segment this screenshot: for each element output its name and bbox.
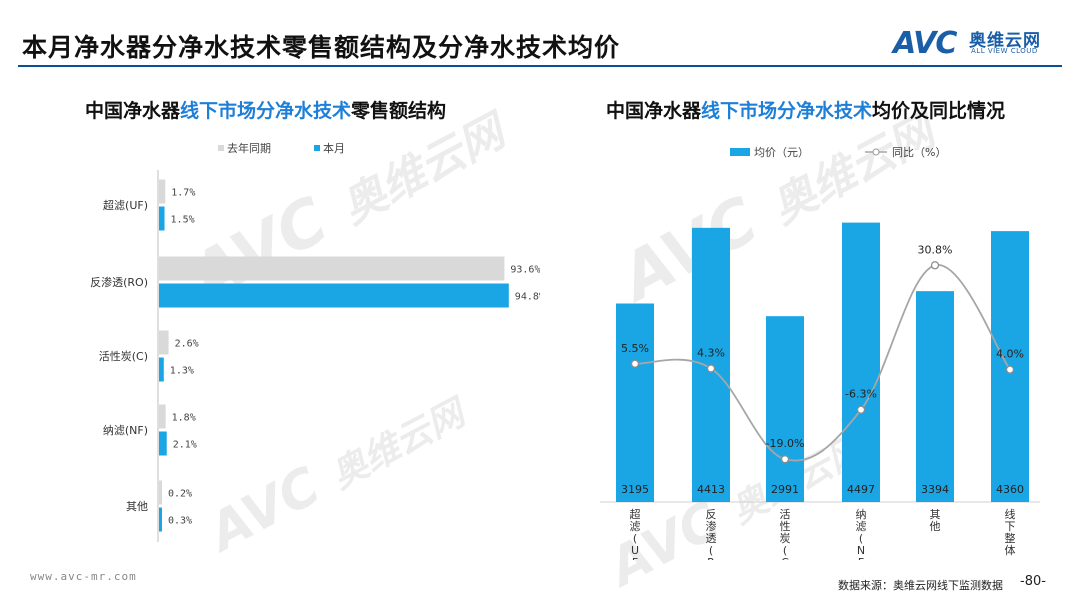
data-label-last-year: 1.7% bbox=[171, 188, 195, 199]
category-label: 反渗透(RO) bbox=[90, 275, 148, 289]
data-label-last-year: 0.2% bbox=[168, 489, 192, 500]
data-label-avg-price: 3394 bbox=[921, 483, 949, 496]
data-label-this-month: 1.5% bbox=[171, 215, 195, 226]
bar-avg-price bbox=[916, 291, 954, 502]
data-label-yoy: 4.3% bbox=[697, 346, 725, 359]
category-label: 线下整体 bbox=[1005, 507, 1016, 557]
category-label: 活性炭(C) bbox=[780, 508, 791, 560]
legend-swatch-this-month bbox=[314, 145, 320, 151]
bar-avg-price bbox=[842, 222, 880, 502]
bar-last-year bbox=[159, 404, 166, 429]
data-source: 数据来源：奥维云网线下监测数据 bbox=[838, 579, 1003, 592]
category-label: 其他 bbox=[930, 508, 941, 533]
category-label: 活性炭(C) bbox=[99, 349, 148, 363]
bar-last-year bbox=[159, 480, 162, 505]
data-label-last-year: 1.8% bbox=[172, 413, 196, 424]
left-chart-title: 中国净水器线下市场分净水技术零售额结构 bbox=[85, 100, 447, 122]
legend-label-last-year: 去年同期 bbox=[227, 141, 271, 155]
right-chart: 均价（元） 同比（%） 3195 4413 2991 4497 3394 4360 5.5% 4.… bbox=[600, 146, 1040, 560]
yoy-point bbox=[780, 455, 790, 464]
data-label-this-month: 0.3% bbox=[168, 516, 192, 527]
yoy-point bbox=[1005, 365, 1015, 374]
bar-last-year bbox=[159, 179, 166, 204]
yoy-point bbox=[706, 364, 716, 373]
data-label-avg-price: 4413 bbox=[697, 483, 725, 496]
yoy-point bbox=[630, 359, 640, 368]
yoy-point bbox=[856, 405, 866, 414]
data-label-last-year: 93.6% bbox=[510, 265, 540, 276]
logo-en-text: ALL VIEW CLOUD bbox=[971, 47, 1038, 55]
category-label: 纳滤(NF) bbox=[856, 508, 867, 560]
data-label-yoy: 30.8% bbox=[918, 243, 953, 256]
legend-label-avg-price: 均价（元） bbox=[754, 146, 809, 159]
legend-swatch-avg-price bbox=[730, 148, 750, 156]
category-label: 反渗透(RO) bbox=[706, 508, 717, 560]
page-number: -80- bbox=[1020, 574, 1046, 589]
bar-this-month bbox=[159, 357, 164, 382]
data-label-avg-price: 4360 bbox=[996, 483, 1024, 496]
brand-logo: AVC 奥维云网 ALL VIEW CLOUD bbox=[893, 24, 1063, 61]
bar-this-month bbox=[159, 206, 165, 231]
bar-this-month bbox=[159, 283, 509, 308]
category-label: 超滤(UF) bbox=[630, 507, 641, 560]
bar-avg-price bbox=[766, 316, 804, 502]
data-label-avg-price: 4497 bbox=[847, 483, 875, 496]
data-label-yoy: -19.0% bbox=[766, 437, 805, 450]
data-label-this-month: 94.8% bbox=[515, 292, 540, 303]
category-label: 超滤(UF) bbox=[103, 198, 148, 212]
data-label-last-year: 2.6% bbox=[175, 339, 199, 350]
bar-this-month bbox=[159, 431, 167, 456]
legend-swatch-last-year bbox=[218, 145, 224, 151]
category-label: 其他 bbox=[126, 500, 148, 513]
data-label-yoy: -6.3% bbox=[845, 388, 877, 401]
data-label-yoy: 4.0% bbox=[996, 348, 1024, 361]
category-label: 纳滤(NF) bbox=[103, 424, 148, 437]
bar-avg-price bbox=[616, 303, 654, 502]
logo-mark: AVC bbox=[893, 26, 957, 61]
data-label-avg-price: 2991 bbox=[771, 483, 799, 496]
legend-marker-yoy bbox=[872, 148, 880, 156]
footer-url: www.avc-mr.com bbox=[30, 570, 137, 583]
yoy-point bbox=[930, 261, 940, 270]
right-chart-title: 中国净水器线下市场分净水技术均价及同比情况 bbox=[606, 100, 1006, 122]
legend-label-this-month: 本月 bbox=[323, 141, 345, 155]
title-divider bbox=[18, 65, 1062, 67]
logo-cn-text: 奥维云网 bbox=[969, 31, 1041, 51]
data-label-yoy: 5.5% bbox=[621, 342, 649, 355]
data-label-this-month: 1.3% bbox=[170, 366, 194, 377]
data-label-avg-price: 3195 bbox=[621, 483, 649, 496]
legend-label-yoy: 同比（%） bbox=[892, 146, 946, 159]
data-label-this-month: 2.1% bbox=[173, 440, 197, 451]
bar-this-month bbox=[159, 507, 162, 532]
bar-last-year bbox=[159, 330, 169, 355]
bar-last-year bbox=[159, 256, 505, 281]
page-title: 本月净水器分净水技术零售额结构及分净水技术均价 bbox=[22, 33, 621, 62]
